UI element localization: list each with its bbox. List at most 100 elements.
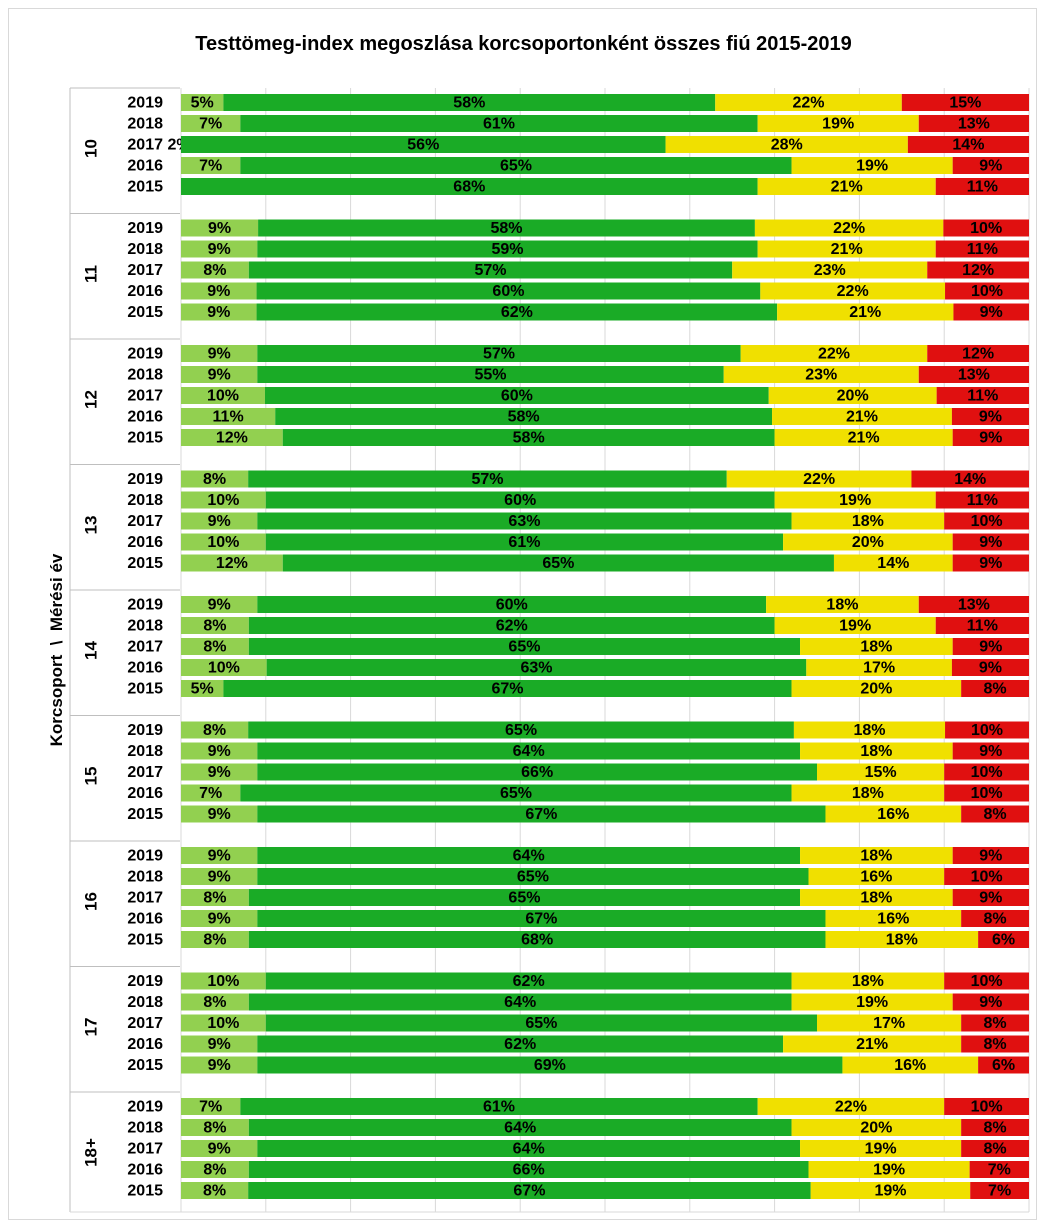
year-label: 2015 (127, 1057, 163, 1074)
year-label: 2019 (127, 848, 163, 865)
bar-segment (961, 805, 1029, 823)
year-label: 2017 (127, 1141, 163, 1158)
bar-segment (257, 805, 826, 823)
bar-segment (257, 868, 809, 885)
data-label: 9% (979, 158, 1002, 175)
data-label: 18% (853, 722, 885, 739)
bar-segment (257, 1056, 843, 1074)
data-label: 9% (979, 409, 1002, 426)
bar-segment (181, 1098, 241, 1115)
bar-segment (723, 366, 919, 383)
bar-segment (774, 491, 936, 509)
bar-segment (774, 617, 936, 634)
data-label: 9% (208, 806, 231, 823)
data-label: 12% (216, 430, 248, 447)
bar-segment (945, 282, 1029, 300)
data-label: 11% (967, 618, 998, 635)
bar-segment (754, 219, 944, 237)
data-label: 61% (483, 1099, 515, 1116)
data-label: 68% (453, 179, 485, 196)
data-label: 60% (504, 492, 536, 509)
data-label: 21% (846, 409, 878, 426)
data-label: 9% (208, 241, 231, 258)
bar-segment (810, 1182, 971, 1199)
bar-segment (282, 554, 834, 572)
data-label: 8% (203, 262, 226, 279)
bar-segment (951, 659, 1029, 676)
bar-segment (266, 659, 807, 676)
bar-segment (978, 931, 1029, 948)
bar-segment (952, 554, 1029, 572)
data-label: 10% (971, 1099, 1003, 1116)
data-label: 67% (525, 806, 557, 823)
bar-segment (181, 408, 276, 425)
data-label: 9% (208, 848, 231, 865)
data-label: 8% (203, 890, 226, 907)
data-label: 9% (980, 304, 1003, 321)
year-label: 2018 (127, 241, 163, 258)
bar-segment (265, 972, 792, 990)
bar-segment (181, 429, 283, 446)
bar-segment (760, 282, 946, 300)
data-label: 11% (967, 241, 998, 258)
data-label: 11% (967, 492, 998, 509)
bar-segment (181, 805, 258, 823)
data-label: 9% (207, 283, 230, 300)
bar-segment (969, 1161, 1029, 1178)
year-label: 2018 (127, 869, 163, 886)
data-label: 5% (191, 95, 214, 112)
data-label: 9% (208, 911, 231, 928)
bar-segment (248, 638, 801, 655)
bar-segment (181, 157, 241, 174)
year-label: 2016 (127, 534, 163, 551)
bar-segment (951, 408, 1029, 425)
bar-segment (800, 847, 953, 864)
year-label: 2019 (127, 471, 163, 488)
data-label: 60% (496, 597, 528, 614)
bar-segment (257, 742, 801, 760)
group-label: 14 (81, 641, 100, 660)
group-label: 16 (81, 892, 100, 911)
data-label: 64% (504, 1120, 536, 1137)
data-label: 9% (208, 869, 231, 886)
year-label: 2016 (127, 1162, 163, 1179)
data-label: 13% (958, 116, 990, 133)
year-label: 2015 (127, 555, 163, 572)
bar-segment (901, 94, 1029, 111)
data-label: 6% (992, 932, 1015, 949)
data-label: 10% (207, 1015, 239, 1032)
bar-segment (181, 763, 258, 781)
data-label: 10% (971, 722, 1003, 739)
bar-segment (265, 1014, 817, 1032)
bar-segment (257, 366, 724, 383)
bar-segment (248, 889, 801, 906)
data-label: 9% (979, 743, 1002, 760)
data-label: 19% (856, 994, 888, 1011)
data-label: 10% (971, 283, 1003, 300)
data-label: 8% (203, 994, 226, 1011)
data-label: 20% (852, 534, 884, 551)
bar-segment (181, 1182, 249, 1199)
year-label: 2017 (127, 1015, 163, 1032)
bar-segment (256, 303, 778, 321)
data-label: 18% (826, 597, 858, 614)
year-label: 2016 (127, 1036, 163, 1053)
data-label: 16% (877, 806, 909, 823)
bar-segment (952, 533, 1029, 551)
data-label: 9% (979, 848, 1002, 865)
year-label: 2016 (127, 283, 163, 300)
data-label: 28% (771, 137, 803, 154)
data-label: 18% (860, 848, 892, 865)
bar-segment (952, 889, 1029, 906)
data-label: 65% (505, 722, 537, 739)
data-label: 18% (860, 639, 892, 656)
bar-segment (181, 1161, 249, 1178)
data-label: 9% (979, 555, 1002, 572)
bar-segment (757, 178, 936, 195)
data-label: 19% (822, 116, 854, 133)
data-label: 15% (865, 764, 897, 781)
data-label: 65% (500, 785, 532, 802)
bar-segment (952, 157, 1029, 174)
year-label: 2019 (127, 973, 163, 990)
bar-segment (772, 408, 952, 425)
